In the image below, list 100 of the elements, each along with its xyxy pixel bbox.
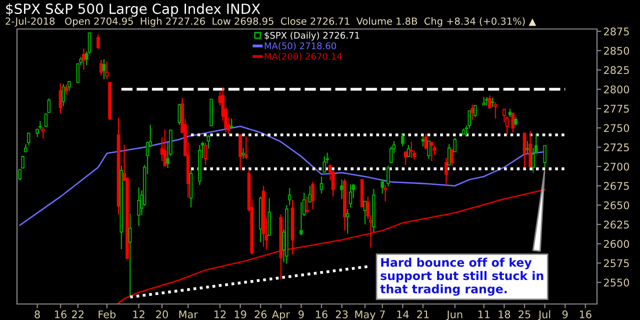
x-tick-label: 16 xyxy=(316,310,328,318)
candlestick xyxy=(386,165,390,188)
x-tick-label: 12 xyxy=(133,310,144,318)
candlestick xyxy=(322,156,326,174)
candlestick xyxy=(543,145,546,168)
x-tick-label: 9 xyxy=(298,310,304,318)
x-tick-label: Apr xyxy=(272,310,290,320)
candlestick xyxy=(384,184,387,202)
candlestick xyxy=(105,60,109,80)
x-tick-label: Jun xyxy=(446,310,462,320)
candlestick xyxy=(526,140,530,155)
line-series xyxy=(118,188,546,304)
candlestick xyxy=(128,213,132,296)
candlestick xyxy=(102,58,106,80)
x-tick-label: 11 xyxy=(478,310,490,318)
y-tick-label: 2600 xyxy=(604,240,630,248)
x-tick-label: 23 xyxy=(336,310,348,318)
y-tick-label: 2775 xyxy=(604,104,629,113)
x-tick-label: Feb xyxy=(98,310,116,318)
candlestick xyxy=(305,196,309,214)
candlestick xyxy=(401,134,404,147)
candlestick xyxy=(421,136,425,147)
x-tick-label: 19 xyxy=(234,310,246,318)
y-tick-label: 2700 xyxy=(604,162,630,171)
candlestick xyxy=(268,198,271,237)
y-tick-label: 2800 xyxy=(604,85,630,94)
x-tick-label: 22 xyxy=(72,310,84,318)
candlestick xyxy=(238,134,242,171)
y-tick-label: 2825 xyxy=(604,66,629,74)
candlestick xyxy=(204,142,208,166)
candlestick xyxy=(490,97,494,108)
y-tick-label: 2725 xyxy=(604,143,629,152)
x-tick-label: 14 xyxy=(397,310,409,318)
candlestick xyxy=(26,132,30,146)
candlestick xyxy=(58,82,62,114)
annotation: Hard bounce off of key support but still stuck in that trading range. xyxy=(380,258,544,296)
line-series xyxy=(19,126,546,226)
candlestick xyxy=(320,176,324,194)
candlestick xyxy=(96,34,100,50)
y-tick-label: 2750 xyxy=(604,124,630,132)
candlestick xyxy=(522,132,526,168)
y-tick-label: 2650 xyxy=(604,201,630,210)
candlestick xyxy=(474,104,477,118)
candlestick xyxy=(68,80,71,92)
candlestick xyxy=(47,98,51,113)
candlestick xyxy=(404,151,408,166)
x-tick-label: 9 xyxy=(562,310,568,318)
candlestick xyxy=(470,104,474,121)
candlestick xyxy=(528,130,532,168)
candlestick xyxy=(430,141,434,162)
chart-subtitle: 2-Jul-2018 Open 2704.95 High 2727.26 Low 2698.95 Close 2726.71 Volume 1.8B Chg +8.34 (+0.31%) ▲ xyxy=(6,17,536,27)
candlestick xyxy=(137,186,140,227)
candlestick xyxy=(447,144,451,166)
candlestick xyxy=(230,118,234,128)
x-tick-label: 25 xyxy=(518,310,530,318)
candlestick xyxy=(64,84,68,96)
legend-label: $SPX (Daily) 2726.71 xyxy=(264,32,360,40)
candlestick xyxy=(346,208,350,234)
x-tick-label: 16 xyxy=(55,310,66,318)
legend-label: MA(200) 2670.14 xyxy=(264,52,342,61)
y-tick-label: 2575 xyxy=(604,259,629,268)
x-tick-label: May xyxy=(355,310,376,320)
y-tick-label: 2550 xyxy=(604,278,630,286)
x-tick-label: 20 xyxy=(156,310,168,318)
candlestick xyxy=(288,188,292,206)
candlestick xyxy=(82,48,86,70)
x-tick-label: 18 xyxy=(498,310,510,318)
candlestick xyxy=(450,148,454,166)
candlestick xyxy=(485,96,488,106)
candlestick xyxy=(511,112,515,134)
x-tick-label: Mar xyxy=(179,310,198,318)
candlestick xyxy=(453,137,457,152)
candlestick xyxy=(488,94,492,110)
chart-title: $SPX S&P 500 Large Cap Index INDX xyxy=(6,3,260,17)
x-tick-label: 7 xyxy=(380,310,385,318)
candlestick xyxy=(363,200,367,225)
y-tick-label: 2625 xyxy=(604,220,629,229)
x-tick-label: 12 xyxy=(214,310,226,318)
candlestick xyxy=(380,179,384,194)
candlestick xyxy=(244,136,248,160)
candlestick xyxy=(41,126,45,140)
x-tick-label: 8 xyxy=(34,310,40,318)
candlestick xyxy=(444,157,448,185)
candlestick xyxy=(427,140,430,160)
candlestick xyxy=(340,179,344,200)
x-tick-label: 21 xyxy=(417,310,429,318)
x-tick-label: Jul xyxy=(538,310,550,320)
candlestick xyxy=(348,184,352,208)
y-tick-label: 2850 xyxy=(604,46,630,55)
y-tick-label: 2875 xyxy=(604,28,629,36)
candlestick xyxy=(494,102,498,120)
candlestick xyxy=(410,141,414,159)
y-tick-label: 2675 xyxy=(604,182,629,190)
legend-label: MA(50) 2718.60 xyxy=(264,42,336,50)
candlestick xyxy=(242,147,245,160)
x-tick-label: 16 xyxy=(580,310,592,318)
candlestick xyxy=(532,147,535,174)
candlestick xyxy=(44,113,48,127)
candlestick xyxy=(311,181,314,210)
candlestick xyxy=(406,144,410,158)
